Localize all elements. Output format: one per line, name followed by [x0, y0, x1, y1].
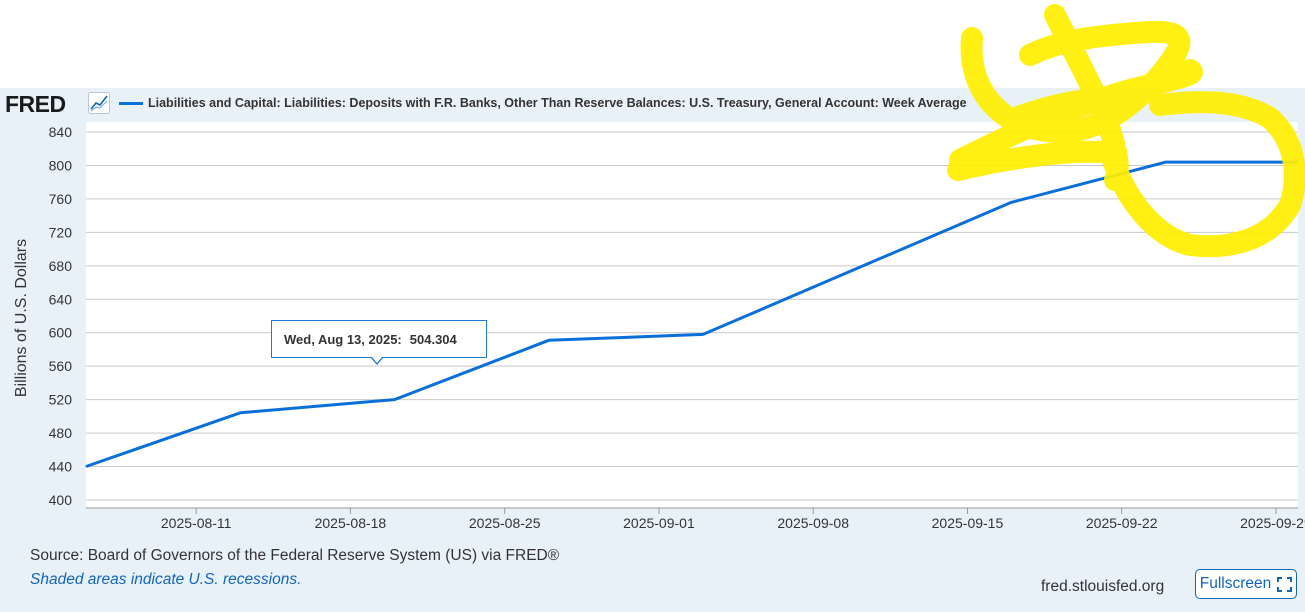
data-point — [702, 333, 704, 335]
site-url[interactable]: fred.stlouisfed.org — [1041, 578, 1165, 595]
x-tick-label: 2025-08-11 — [161, 515, 232, 531]
chart-line-icon[interactable] — [88, 92, 110, 114]
y-tick-label: 800 — [49, 157, 73, 173]
y-tick-label: 680 — [49, 258, 73, 274]
data-point — [548, 339, 550, 341]
y-tick-label: 520 — [49, 392, 73, 408]
source-citation: Source: Board of Governors of the Federa… — [30, 547, 560, 564]
y-tick-label: 480 — [49, 425, 73, 441]
x-tick-label: 2025-09-22 — [1086, 515, 1158, 531]
y-tick-labels: 400 440 480 520 560 600 640 680 720 760 800 840 — [49, 124, 73, 508]
x-tick-labels: 2025-08-11 2025-08-18 2025-08-25 2025-09-01… — [161, 515, 1305, 531]
fullscreen-label: Fullscreen — [1199, 575, 1272, 592]
y-tick-label: 600 — [49, 325, 73, 341]
tooltip-value: 504.304 — [409, 331, 457, 347]
x-tick-label: 2025-09-29 — [1240, 515, 1305, 531]
tooltip-pointer-fill — [371, 356, 383, 363]
chart-header: FRED Liabilities and Capital: Liabilitie… — [0, 90, 1305, 118]
x-tick-label: 2025-08-18 — [315, 515, 387, 531]
data-point — [1297, 161, 1299, 163]
data-point — [1165, 161, 1167, 163]
data-point — [85, 466, 87, 468]
y-tick-label: 720 — [49, 224, 73, 240]
y-tick-label: 640 — [49, 291, 73, 307]
tooltip-date: Wed, Aug 13, 2025: — [284, 331, 402, 347]
plot-area — [86, 122, 1298, 508]
data-point — [239, 412, 241, 414]
y-tick-label: 840 — [49, 124, 73, 140]
fullscreen-icon — [1277, 576, 1293, 592]
y-tick-label: 560 — [49, 358, 73, 374]
fullscreen-button[interactable]: Fullscreen — [1195, 569, 1297, 599]
x-tick-label: 2025-08-25 — [469, 515, 541, 531]
recession-note-link[interactable]: Shaded areas indicate U.S. recessions. — [30, 571, 302, 588]
legend-swatch — [119, 102, 143, 105]
legend-series-label: Liabilities and Capital: Liabilities: De… — [148, 96, 967, 110]
y-tick-label: 400 — [49, 492, 73, 508]
y-tick-label: 440 — [49, 459, 73, 475]
y-tick-label: 760 — [49, 191, 73, 207]
x-tick-label: 2025-09-15 — [932, 515, 1004, 531]
data-point — [394, 399, 396, 401]
data-point — [1011, 201, 1013, 203]
x-tick-label: 2025-09-08 — [777, 515, 849, 531]
data-point — [856, 267, 858, 269]
data-tooltip: Wed, Aug 13, 2025: 504.304 — [271, 320, 487, 358]
x-tick-label: 2025-09-01 — [623, 515, 695, 531]
fred-logo[interactable]: FRED — [5, 91, 66, 117]
